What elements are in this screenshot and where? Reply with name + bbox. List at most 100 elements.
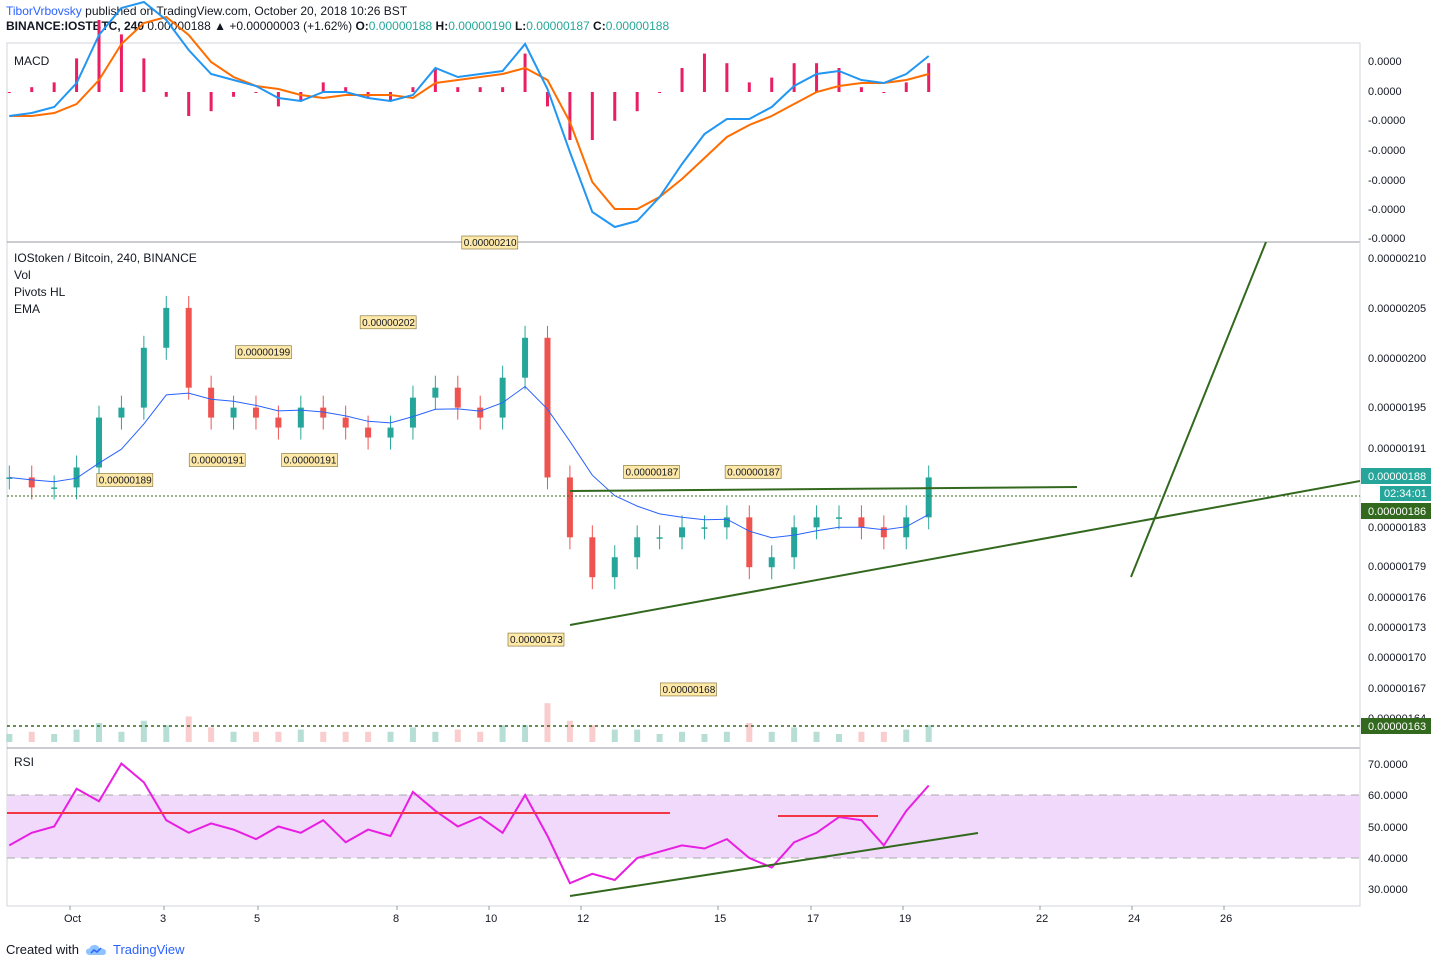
macd-hist-bar bbox=[344, 87, 348, 92]
pivot-label-text: 0.00000210 bbox=[464, 238, 517, 249]
macd-hist-bar bbox=[321, 82, 325, 92]
macd-hist-bar bbox=[501, 87, 505, 92]
time-tick-label: 10 bbox=[485, 913, 497, 925]
price-tick-label: 0.00000200 bbox=[1368, 353, 1426, 365]
time-tick-label: 12 bbox=[577, 913, 589, 925]
volume-bar bbox=[544, 703, 551, 742]
candle-body bbox=[432, 387, 439, 398]
macd-hist-bar bbox=[792, 63, 796, 92]
candle-body bbox=[634, 537, 641, 558]
candle-body bbox=[163, 307, 170, 348]
macd-tick-label: -0.0000 bbox=[1368, 145, 1405, 157]
volume-bar bbox=[499, 725, 506, 742]
macd-hist-bar bbox=[904, 82, 908, 92]
volume-bar bbox=[163, 725, 170, 742]
macd-hist-bar bbox=[209, 92, 213, 112]
candle-body bbox=[611, 557, 618, 578]
time-tick-label: 5 bbox=[254, 913, 260, 925]
volume-bar bbox=[96, 723, 103, 742]
pivot-label-text: 0.00000189 bbox=[99, 475, 152, 486]
candle-body bbox=[140, 347, 147, 408]
price-tick-label: 0.00000183 bbox=[1368, 522, 1426, 534]
volume-bar bbox=[208, 727, 215, 742]
candlesticks bbox=[6, 295, 932, 590]
candle-body bbox=[723, 517, 730, 528]
author-link[interactable]: TiborVrbovsky bbox=[6, 4, 82, 18]
macd-hist-bar bbox=[299, 92, 303, 102]
pivot-label-text: 0.00000173 bbox=[510, 635, 563, 646]
macd-hist-bar bbox=[613, 92, 617, 121]
pivot-label-box bbox=[507, 632, 565, 647]
macd-hist-bar bbox=[680, 68, 684, 92]
volume-bar bbox=[634, 729, 641, 742]
volume-bar bbox=[477, 731, 484, 742]
macd-hist-bar bbox=[187, 92, 191, 116]
rsi-tick-label: 60.0000 bbox=[1368, 790, 1408, 802]
candle-body bbox=[252, 407, 259, 418]
volume-bar bbox=[723, 731, 730, 742]
macd-hist-bar bbox=[478, 87, 482, 92]
volume-bar bbox=[342, 731, 349, 742]
volume-bar bbox=[297, 729, 304, 742]
candle-body bbox=[746, 517, 753, 568]
level-163-text: 0.00000163 bbox=[1368, 721, 1426, 733]
macd-hist-bar bbox=[837, 68, 841, 92]
macd-hist-bar bbox=[7, 92, 11, 93]
candle-body bbox=[701, 527, 708, 529]
candle-body bbox=[768, 557, 775, 568]
candle-body bbox=[275, 417, 282, 428]
volume-bar bbox=[6, 734, 13, 742]
footer: Created with TradingView bbox=[6, 942, 185, 957]
candle-body bbox=[499, 377, 506, 418]
macd-hist-bar bbox=[433, 68, 437, 92]
tradingview-cloud-icon bbox=[85, 944, 106, 955]
price-tick-label: 0.00000191 bbox=[1368, 443, 1426, 455]
macd-hist-bar bbox=[456, 87, 460, 92]
candle-body bbox=[791, 527, 798, 558]
volume-bar bbox=[813, 731, 820, 742]
pivot-label-text: 0.00000191 bbox=[191, 456, 244, 467]
rsi-tick-label: 40.0000 bbox=[1368, 853, 1408, 865]
indicator-pivots: Pivots HL bbox=[14, 285, 66, 299]
projection-line[interactable] bbox=[1130, 241, 1267, 578]
candle-body bbox=[96, 417, 103, 468]
chart-canvas[interactable]: 0.00000189 0.00000191 0.00000199 0.00000191… bbox=[0, 0, 1437, 940]
macd-hist-bar bbox=[815, 63, 819, 92]
candle-body bbox=[880, 527, 887, 538]
macd-hist-bar bbox=[882, 92, 886, 93]
macd-hist-bar bbox=[119, 34, 123, 92]
pivot-label-box bbox=[188, 453, 246, 467]
rsi-support-line[interactable] bbox=[569, 832, 979, 897]
candle-body bbox=[118, 407, 125, 418]
last-price-marker bbox=[1361, 468, 1431, 484]
candle-body bbox=[365, 427, 372, 438]
time-tick-label: 15 bbox=[714, 913, 726, 925]
pivot-label-box bbox=[724, 465, 782, 479]
macd-tick-label: 0.0000 bbox=[1368, 86, 1402, 98]
pivot-label-box bbox=[660, 682, 717, 697]
macd-hist-bar bbox=[747, 82, 751, 92]
volume-bar bbox=[746, 723, 753, 742]
o-label: O: bbox=[355, 19, 369, 33]
macd-hist-bar bbox=[164, 92, 168, 97]
candle-body bbox=[566, 477, 573, 538]
rsi-tick-label: 30.0000 bbox=[1368, 884, 1408, 896]
rsi-band bbox=[7, 795, 1360, 858]
volume-bar bbox=[925, 725, 932, 742]
macd-hist-bar bbox=[658, 92, 662, 93]
volume-bar bbox=[51, 734, 58, 742]
volume-bar bbox=[432, 731, 439, 742]
resistance-trendline[interactable] bbox=[569, 486, 1078, 492]
candle-body bbox=[73, 467, 80, 488]
pivot-label-box bbox=[359, 315, 417, 330]
chart-frame bbox=[6, 42, 1361, 907]
volume-bar bbox=[522, 725, 529, 742]
pivot-label-box bbox=[623, 465, 680, 479]
change-value: ▲ +0.00000003 (+1.62%) bbox=[214, 19, 353, 33]
macd-hist-bar bbox=[142, 58, 146, 92]
support-trendline[interactable] bbox=[569, 480, 1361, 626]
candle-body bbox=[185, 307, 192, 388]
tradingview-link[interactable]: TradingView bbox=[112, 942, 185, 957]
candle-body bbox=[387, 427, 394, 438]
macd-hist-bar bbox=[725, 63, 729, 92]
